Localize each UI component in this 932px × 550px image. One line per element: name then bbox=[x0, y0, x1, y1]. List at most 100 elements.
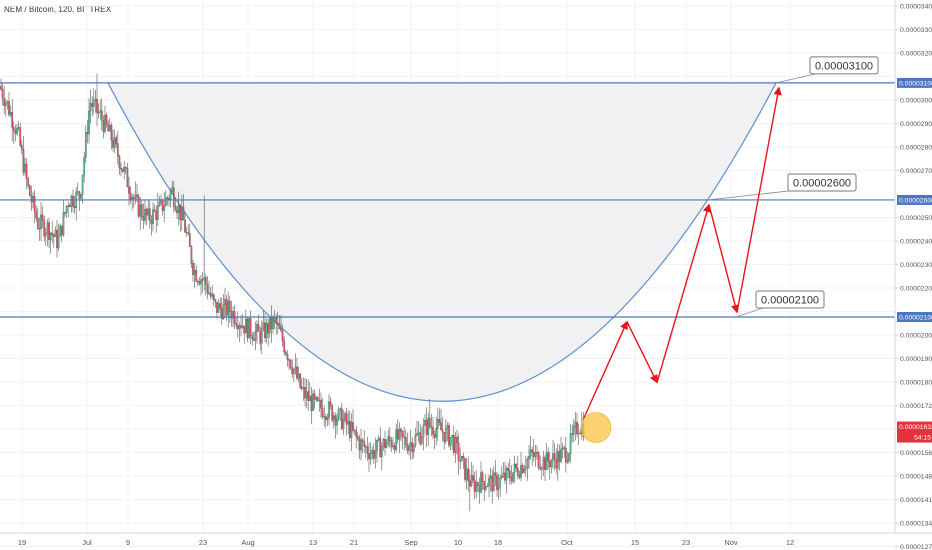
candle-body bbox=[547, 452, 550, 462]
candle-body bbox=[105, 114, 108, 125]
candle bbox=[435, 416, 438, 446]
candle bbox=[398, 422, 401, 454]
candle-body bbox=[355, 430, 358, 437]
candle-body bbox=[1, 88, 4, 99]
candle bbox=[396, 419, 399, 444]
candle bbox=[206, 276, 209, 300]
candle-body bbox=[257, 324, 260, 332]
candle-body bbox=[220, 308, 223, 320]
candle bbox=[264, 313, 266, 343]
candle bbox=[17, 121, 20, 132]
candle-body bbox=[41, 214, 44, 221]
candle bbox=[305, 378, 308, 409]
candle-body bbox=[219, 303, 222, 309]
candle-body bbox=[420, 436, 423, 444]
candle-body bbox=[526, 459, 529, 468]
candle-body bbox=[161, 199, 164, 211]
candle bbox=[441, 416, 444, 442]
candle-body bbox=[424, 420, 426, 426]
candle bbox=[256, 320, 258, 344]
candle bbox=[22, 136, 25, 176]
candle-body bbox=[67, 205, 70, 207]
candle-body bbox=[398, 428, 401, 440]
candle-body bbox=[262, 322, 265, 329]
candle bbox=[86, 119, 89, 144]
candle-body bbox=[52, 234, 55, 237]
candle bbox=[134, 181, 137, 205]
candle-body bbox=[568, 453, 570, 461]
candle bbox=[433, 430, 436, 450]
candle-body bbox=[284, 351, 287, 355]
candle-body bbox=[556, 451, 559, 469]
x-tick-label: 21 bbox=[350, 538, 358, 547]
candle-body bbox=[283, 341, 286, 353]
candle bbox=[315, 396, 318, 403]
candle-body bbox=[182, 206, 185, 221]
candle-body bbox=[164, 197, 167, 207]
candle-body bbox=[385, 442, 388, 448]
candle-body bbox=[310, 395, 313, 411]
candle bbox=[489, 468, 492, 492]
candle-body bbox=[107, 124, 110, 132]
candle-body bbox=[302, 387, 305, 389]
candle bbox=[454, 432, 457, 463]
candle-body bbox=[531, 449, 534, 453]
candle bbox=[353, 429, 356, 436]
candle bbox=[475, 470, 478, 499]
candle bbox=[411, 436, 414, 460]
candle bbox=[380, 442, 383, 471]
candle bbox=[283, 336, 286, 356]
candle bbox=[540, 465, 543, 480]
candle-body bbox=[449, 437, 452, 446]
candle-body bbox=[286, 353, 289, 360]
candle-body bbox=[235, 323, 238, 326]
candle-body bbox=[464, 458, 466, 480]
candle bbox=[240, 315, 242, 337]
candle-body bbox=[27, 178, 30, 186]
candle bbox=[297, 366, 300, 382]
candle-body bbox=[276, 323, 279, 325]
candle-body bbox=[470, 475, 473, 487]
candle bbox=[553, 443, 556, 471]
candle bbox=[318, 388, 321, 412]
candle-body bbox=[73, 206, 76, 208]
level-badge-label: 0.00003100 bbox=[899, 80, 932, 87]
candle-body bbox=[147, 208, 150, 216]
candle-body bbox=[510, 477, 513, 482]
candle bbox=[344, 411, 346, 423]
candle bbox=[526, 456, 529, 481]
candle-body bbox=[544, 457, 546, 471]
candle bbox=[561, 442, 564, 459]
candle-body bbox=[68, 205, 71, 208]
candle-body bbox=[264, 322, 266, 339]
candle-body bbox=[328, 401, 330, 418]
candle-body bbox=[152, 209, 154, 225]
candle-body bbox=[497, 486, 500, 490]
candle bbox=[574, 411, 577, 441]
candle-body bbox=[19, 127, 22, 146]
candle bbox=[310, 387, 313, 425]
candle-body bbox=[265, 323, 268, 339]
candle bbox=[296, 357, 298, 381]
candle bbox=[273, 309, 276, 330]
candle bbox=[91, 96, 94, 117]
candle-body bbox=[116, 143, 119, 157]
candle-body bbox=[49, 232, 52, 240]
candle bbox=[217, 298, 220, 313]
candle bbox=[406, 432, 409, 454]
candle bbox=[420, 427, 423, 446]
projection-segment bbox=[708, 204, 740, 314]
candle bbox=[110, 122, 113, 150]
x-axis: 19 Jul 9 23 Aug 13 21 Sep 10 18 Oct 15 23 Nov 12 bbox=[0, 532, 932, 547]
candle bbox=[248, 318, 250, 339]
candle bbox=[262, 310, 265, 332]
x-tick-label: Aug bbox=[241, 538, 254, 547]
candle-body bbox=[94, 98, 97, 102]
candle bbox=[140, 199, 143, 221]
candle-body bbox=[368, 453, 370, 460]
candle-body bbox=[280, 328, 282, 331]
